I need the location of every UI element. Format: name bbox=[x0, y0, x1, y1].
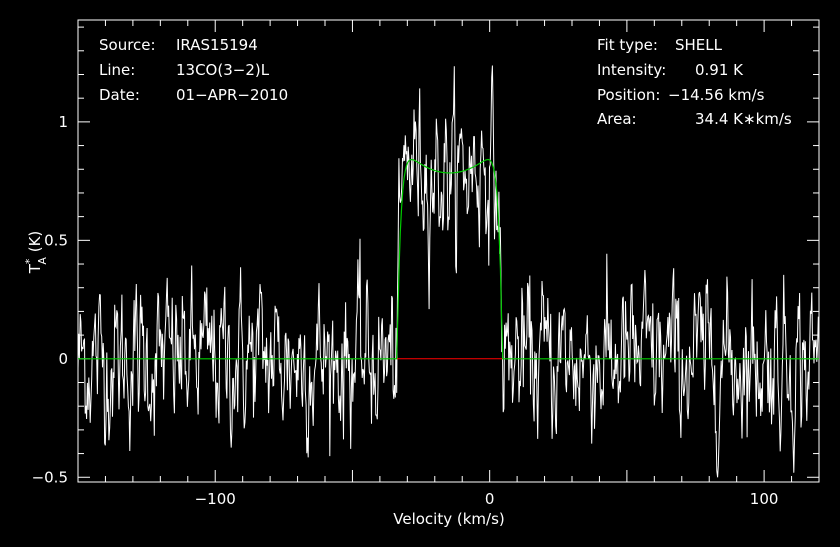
position-value: −14.56 km/s bbox=[668, 86, 765, 104]
y-axis-label-sub: A bbox=[36, 257, 49, 265]
shell-fit-curve bbox=[78, 158, 819, 360]
plot-frame bbox=[77, 19, 820, 483]
axis-tick-labels: −100 0 100 −0.5 0 0.5 1 bbox=[32, 113, 779, 508]
y-tick-label: 1 bbox=[58, 113, 68, 131]
area-label: Area: bbox=[597, 110, 637, 128]
y-axis-label: T*A (K) bbox=[23, 231, 49, 275]
y-axis-label-sup: * bbox=[23, 258, 36, 264]
y-axis-label-main: T bbox=[26, 263, 44, 274]
y-axis-label-unit: (K) bbox=[26, 231, 44, 257]
annotations-right: Fit type: SHELL Intensity: 0.91 K Positi… bbox=[597, 36, 792, 128]
area-value: 34.4 K∗km/s bbox=[695, 110, 792, 128]
x-tick-label: 0 bbox=[485, 490, 495, 508]
svg-text:T*A (K): T*A (K) bbox=[23, 231, 49, 275]
date-label: Date: bbox=[99, 86, 140, 104]
date-value: 01−APR−2010 bbox=[176, 86, 288, 104]
x-axis-label: Velocity (km/s) bbox=[393, 510, 504, 528]
line-value: 13CO(3−2)L bbox=[176, 61, 270, 79]
position-label: Position: bbox=[597, 86, 660, 104]
source-label: Source: bbox=[99, 36, 156, 54]
fit-type-value: SHELL bbox=[675, 36, 723, 54]
annotations-left: Source: IRAS15194 Line: 13CO(3−2)L Date:… bbox=[99, 36, 288, 104]
spectrum-line bbox=[77, 65, 820, 478]
y-tick-label: −0.5 bbox=[32, 468, 68, 486]
line-label: Line: bbox=[99, 61, 135, 79]
x-tick-label: 100 bbox=[750, 490, 779, 508]
y-tick-label: 0.5 bbox=[44, 231, 68, 249]
axis-ticks bbox=[77, 20, 820, 482]
fit-type-label: Fit type: bbox=[597, 36, 658, 54]
intensity-label: Intensity: bbox=[597, 61, 666, 79]
intensity-value: 0.91 K bbox=[695, 61, 744, 79]
source-value: IRAS15194 bbox=[176, 36, 258, 54]
x-tick-label: −100 bbox=[195, 490, 236, 508]
y-tick-label: 0 bbox=[58, 350, 68, 368]
